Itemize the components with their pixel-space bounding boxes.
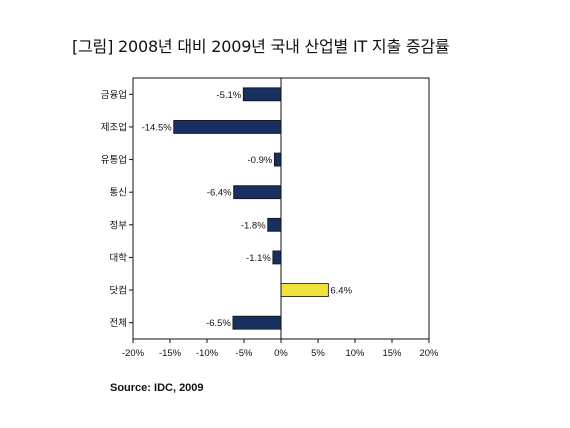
category-label: 닷컴 [110,285,127,297]
bar-2 [173,120,282,134]
category-label: 전체 [110,318,127,329]
data-label: -6.4% [207,188,232,199]
x-tick-label: 10% [345,348,365,359]
x-tick-label: -10% [196,348,219,359]
data-label: -6.5% [206,318,231,329]
category-label: 제조업 [101,121,127,133]
labels-layer: 금융업 -5.1% 제조업 -14.5% 유통업 -0.9% 통신 -6.4% 정부 -1.8% 대… [101,89,439,359]
source-note: Source: IDC, 2009 [110,382,204,394]
chart-title: [그림] 2008년 대비 2009년 국내 산업별 IT 지출 증감률 [72,37,450,56]
bar-8 [232,315,282,330]
data-label: -14.5% [142,122,173,133]
x-tick-label: -20% [122,348,145,359]
bar-6 [272,250,282,265]
category-label: 유통업 [101,154,127,166]
data-label: 6.4% [330,286,352,297]
bar-3 [273,152,282,167]
category-label: 금융업 [101,89,127,101]
x-tick-label: 0% [274,348,288,359]
data-label: -5.1% [216,90,241,101]
data-label: -1.8% [241,220,266,231]
bar-7 [280,283,329,297]
data-label: -1.1% [246,253,271,264]
x-tick-label: 5% [311,348,325,359]
x-tick-label: 15% [382,348,402,359]
x-tick-label: -15% [159,348,182,359]
bar-1 [242,87,282,102]
category-label: 대학 [110,253,128,264]
bar-5 [267,217,282,232]
bar-4 [233,185,282,200]
category-label: 통신 [110,188,127,199]
x-tick-label: 20% [419,348,439,359]
axis-layer [129,78,430,343]
category-label: 정부 [110,220,128,231]
x-tick-label: -5% [236,348,253,359]
data-label: -0.9% [248,155,273,166]
